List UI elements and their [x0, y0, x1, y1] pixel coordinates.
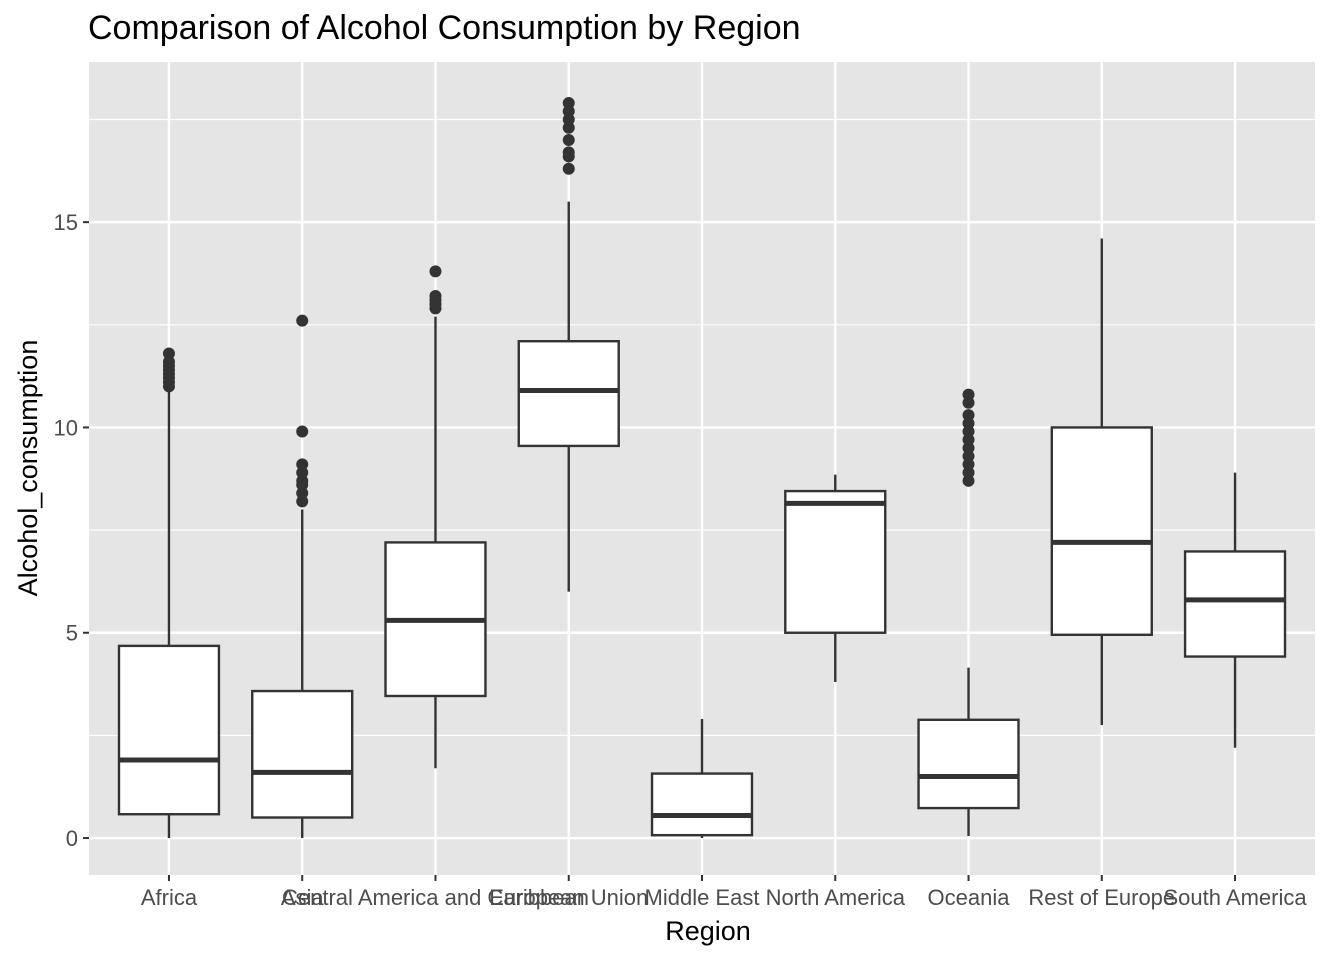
x-tick-label: Rest of Europe	[1028, 885, 1175, 910]
outlier-point	[562, 113, 575, 126]
outlier-point	[562, 97, 575, 110]
y-axis: 0 5 10 15	[54, 210, 89, 851]
x-tick-label: Central America and Caribbean	[282, 885, 589, 910]
chart-title: Comparison of Alcohol Consumption by Reg…	[88, 9, 801, 47]
box-iqr	[784, 489, 887, 634]
outlier-point	[962, 433, 975, 446]
x-tick-label: Middle East	[645, 885, 760, 910]
outlier-point	[429, 265, 442, 278]
box-iqr	[1050, 426, 1153, 636]
box-iqr	[517, 340, 620, 448]
y-axis-title: Alcohol_consumption	[13, 340, 43, 597]
outlier-point	[162, 355, 175, 368]
x-tick-label: Asia	[281, 885, 325, 910]
outlier-point	[296, 458, 309, 471]
outlier-point	[162, 347, 175, 360]
outlier-point	[962, 450, 975, 463]
box-group	[1183, 472, 1287, 748]
outlier-point	[296, 474, 309, 487]
outlier-point	[296, 487, 309, 500]
outlier-point	[562, 162, 575, 175]
outlier-point	[962, 474, 975, 487]
outlier-point	[962, 425, 975, 438]
box-iqr	[251, 689, 354, 819]
box-group	[251, 314, 354, 839]
box-group	[650, 718, 754, 839]
x-tick-label: Oceania	[928, 885, 1011, 910]
outlier-point	[962, 466, 975, 479]
outlier-point	[562, 146, 575, 159]
outlier-point	[962, 441, 975, 454]
box-group	[117, 347, 221, 839]
outlier-point	[962, 388, 975, 401]
outlier-point	[562, 105, 575, 118]
x-tick-label: South America	[1164, 885, 1308, 910]
box-group	[1050, 238, 1153, 726]
x-tick-label: North America	[766, 885, 906, 910]
y-tick-label: 0	[66, 826, 78, 851]
box-iqr	[650, 772, 754, 837]
box-group	[784, 474, 887, 683]
box-group	[917, 388, 1020, 836]
box-iqr	[917, 718, 1020, 810]
y-tick-label: 5	[66, 621, 78, 646]
x-tick-label: European Union	[489, 885, 648, 910]
box-iqr	[117, 644, 221, 816]
x-axis-title: Region	[665, 916, 751, 946]
outlier-point	[296, 314, 309, 327]
box-group	[384, 265, 487, 769]
outlier-point	[962, 409, 975, 422]
box-group	[517, 97, 620, 592]
outlier-point	[962, 417, 975, 430]
outlier-point	[962, 458, 975, 471]
outlier-point	[296, 466, 309, 479]
box-series	[117, 97, 1287, 839]
outlier-point	[562, 134, 575, 147]
x-tick-label: Africa	[141, 885, 198, 910]
box-iqr	[1183, 550, 1287, 658]
y-tick-label: 10	[54, 415, 78, 440]
outlier-point	[296, 495, 309, 508]
outlier-point	[962, 396, 975, 409]
outlier-point	[296, 425, 309, 438]
outlier-point	[429, 290, 442, 303]
y-tick-label: 15	[54, 210, 78, 235]
outlier-point	[562, 121, 575, 134]
